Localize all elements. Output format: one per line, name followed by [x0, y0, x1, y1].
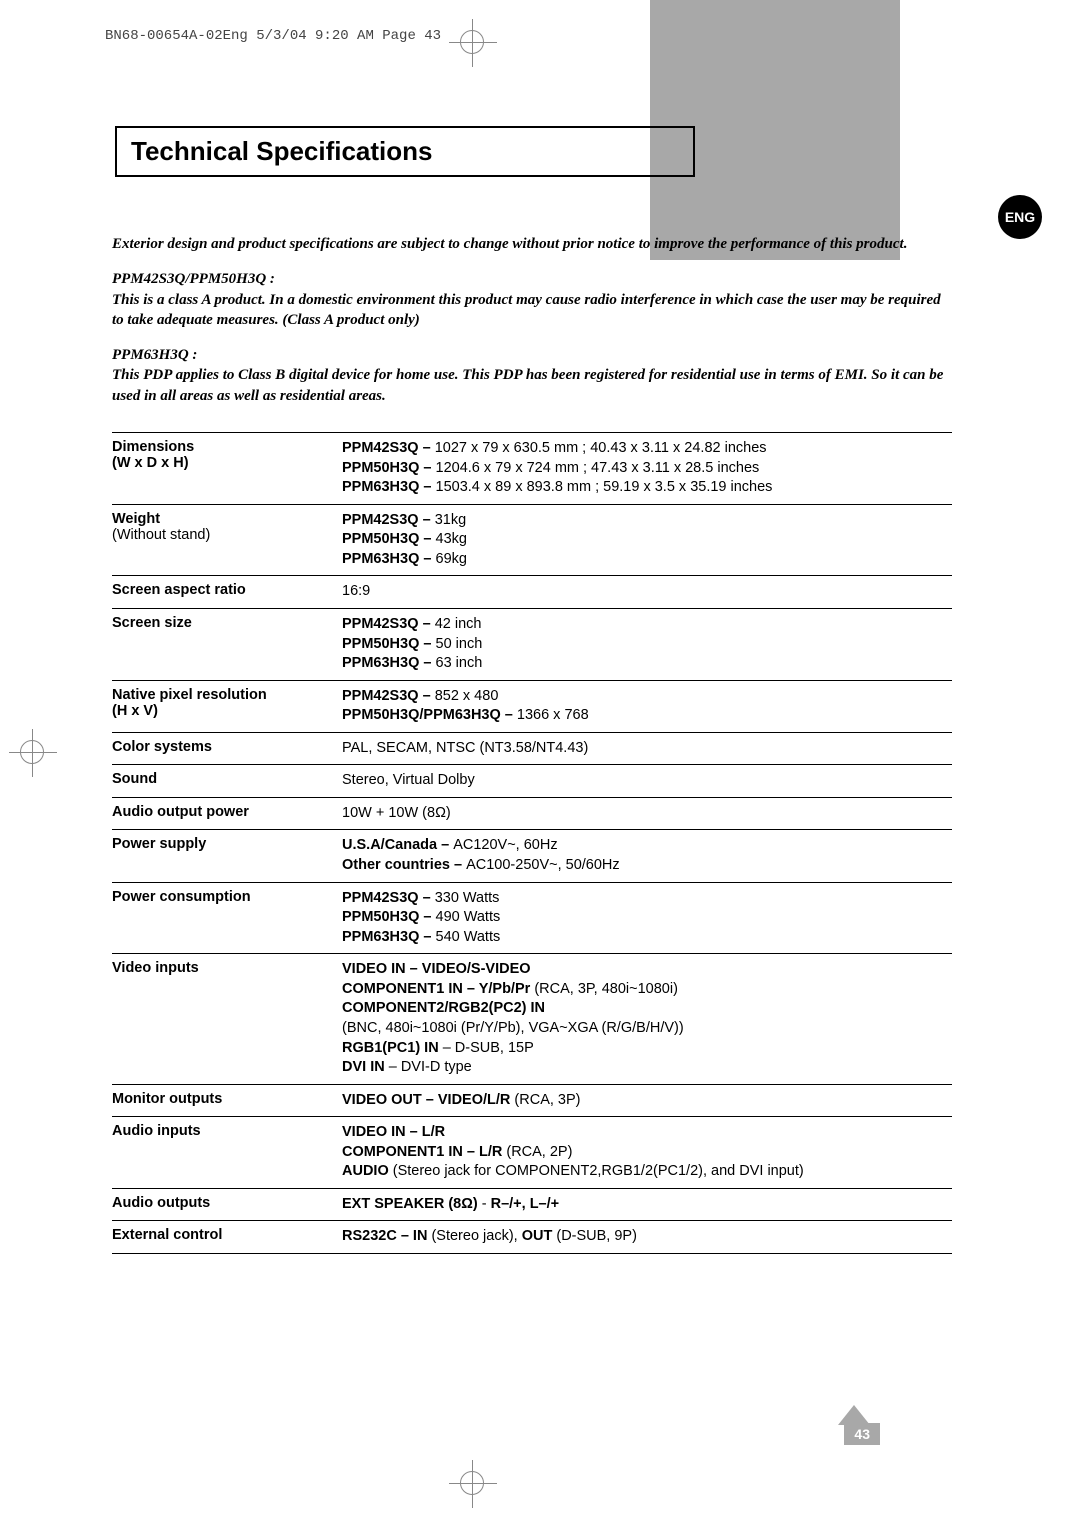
spec-power-supply: Power supply U.S.A/Canada – AC120V~, 60H…: [112, 829, 952, 881]
spec-table: Dimensions (W x D x H) PPM42S3Q – 1027 x…: [112, 432, 952, 1254]
intro-text: Exterior design and product specificatio…: [112, 234, 952, 421]
spec-power-consumption: Power consumption PPM42S3Q – 330 Watts P…: [112, 882, 952, 954]
spec-native-resolution: Native pixel resolution (H x V) PPM42S3Q…: [112, 680, 952, 732]
spec-dimensions: Dimensions (W x D x H) PPM42S3Q – 1027 x…: [112, 432, 952, 504]
spec-video-inputs: Video inputs VIDEO IN – VIDEO/S-VIDEO CO…: [112, 953, 952, 1083]
page-title: Technical Specifications: [131, 136, 433, 167]
spec-screen-size: Screen size PPM42S3Q – 42 inch PPM50H3Q …: [112, 608, 952, 680]
spec-audio-outputs: Audio outputs EXT SPEAKER (8Ω) - R–/+, L…: [112, 1188, 952, 1221]
spec-audio-output-power: Audio output power 10W + 10W (8Ω): [112, 797, 952, 830]
spec-weight: Weight (Without stand) PPM42S3Q – 31kg P…: [112, 504, 952, 576]
crop-mark-bottom: [460, 1471, 484, 1495]
language-label: ENG: [1005, 209, 1035, 225]
intro-p1: Exterior design and product specificatio…: [112, 234, 952, 254]
page-number: 43: [844, 1423, 880, 1445]
title-box: Technical Specifications: [115, 126, 695, 177]
spec-sound: Sound Stereo, Virtual Dolby: [112, 764, 952, 797]
spec-aspect-ratio: Screen aspect ratio 16:9: [112, 575, 952, 608]
page-triangle-icon: [838, 1405, 870, 1425]
spec-audio-inputs: Audio inputs VIDEO IN – L/R COMPONENT1 I…: [112, 1116, 952, 1188]
intro-p2: PPM42S3Q/PPM50H3Q : This is a class A pr…: [112, 269, 952, 330]
spec-monitor-outputs: Monitor outputs VIDEO OUT – VIDEO/L/R (R…: [112, 1084, 952, 1117]
crop-mark-top: [460, 30, 484, 54]
spec-color-systems: Color systems PAL, SECAM, NTSC (NT3.58/N…: [112, 732, 952, 765]
spec-external-control: External control RS232C – IN (Stereo jac…: [112, 1220, 952, 1254]
crop-mark-left: [20, 740, 44, 764]
doc-header: BN68-00654A-02Eng 5/3/04 9:20 AM Page 43: [105, 28, 441, 44]
language-badge: ENG: [998, 195, 1042, 239]
intro-p3: PPM63H3Q : This PDP applies to Class B d…: [112, 345, 952, 406]
